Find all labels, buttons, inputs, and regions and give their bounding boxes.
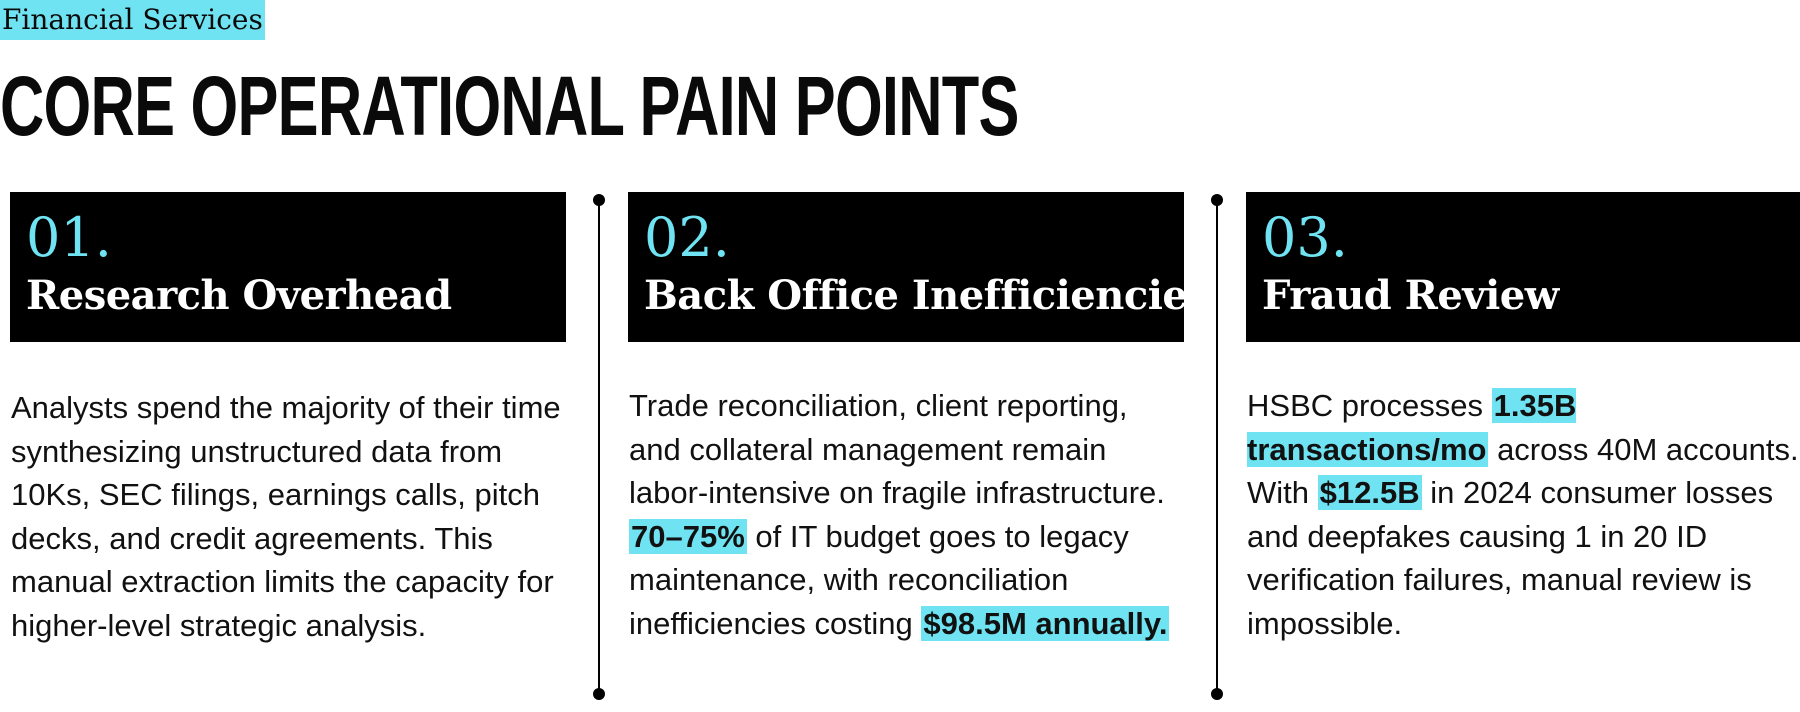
page-title: Core Operational Pain Points [0, 59, 1019, 153]
column-divider [593, 194, 605, 700]
card-body: Analysts spend the majority of their tim… [11, 390, 561, 643]
card-number: 03. [1262, 206, 1348, 269]
pain-point-card-fraud: 03. Fraud Review HSBC processes 1.35B tr… [1246, 192, 1800, 645]
card-heading: Back Office Inefficiencies [644, 272, 1210, 319]
highlight-annual-cost: $98.5M annually. [921, 605, 1170, 641]
pain-point-card-back-office: 02. Back Office Inefficiencies Trade rec… [628, 192, 1210, 645]
body-text: Trade reconciliation, client reporting, … [629, 388, 1165, 510]
card-heading: Research Overhead [26, 272, 452, 319]
column-divider [1211, 194, 1223, 700]
highlight-it-budget-share: 70–75% [629, 518, 747, 554]
card-heading: Fraud Review [1262, 272, 1559, 319]
card-body: HSBC processes 1.35B transactions/mo acr… [1246, 384, 1800, 645]
card-header: 01. Research Overhead [10, 192, 566, 342]
body-text: in 2024 consumer losses and deepfakes ca… [1247, 475, 1774, 641]
body-text: of IT budget goes to legacy maintenance,… [629, 518, 1129, 641]
category-tag: Financial Services [0, 0, 265, 40]
card-body: Trade reconciliation, client reporting, … [628, 384, 1184, 645]
pain-point-card-research: 01. Research Overhead Analysts spend the… [10, 192, 566, 647]
card-header: 02. Back Office Inefficiencies [628, 192, 1210, 342]
body-text: across 40M accounts. With [1247, 431, 1799, 511]
card-number: 02. [644, 206, 730, 269]
highlight-consumer-losses: $12.5B [1317, 475, 1422, 510]
body-text: HSBC processes [1247, 388, 1492, 423]
card-number: 01. [26, 206, 112, 269]
card-header: 03. Fraud Review [1246, 192, 1800, 342]
